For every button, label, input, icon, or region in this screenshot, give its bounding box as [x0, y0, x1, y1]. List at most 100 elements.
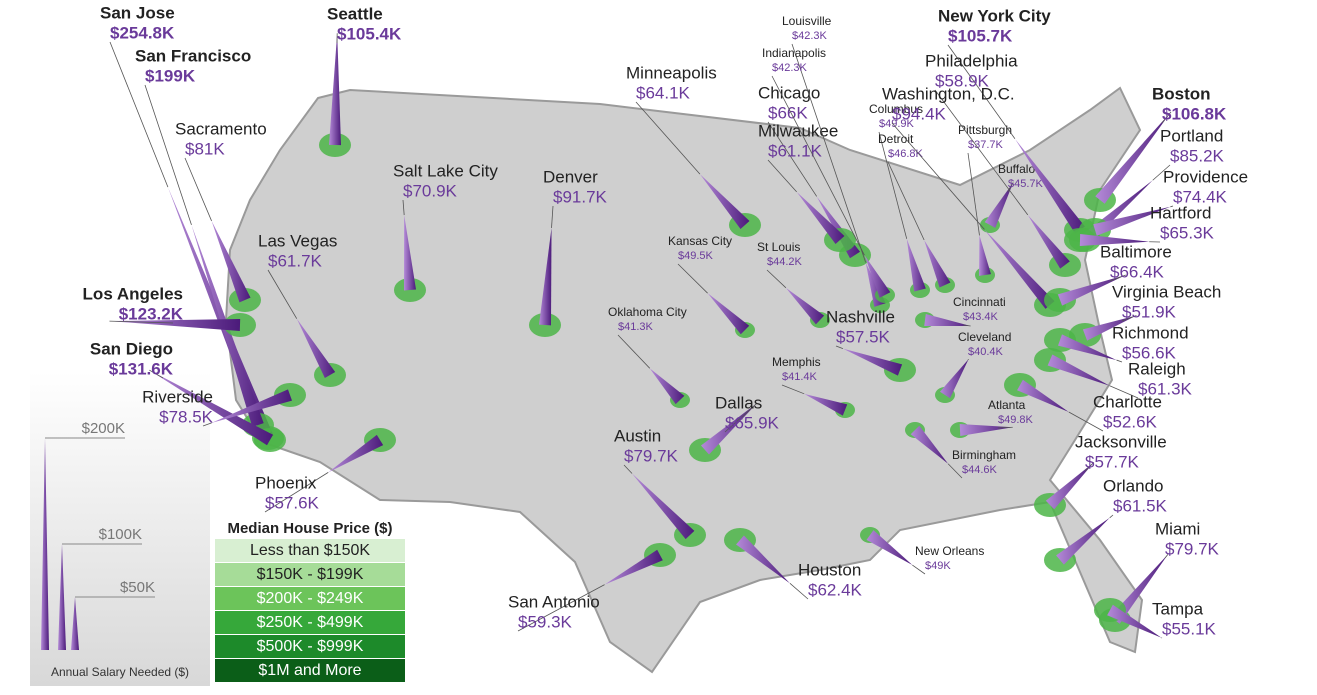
city-name: San Diego — [90, 339, 173, 358]
city-salary: $57.6K — [265, 493, 320, 512]
city-name: Hartford — [1150, 203, 1211, 222]
city-name: Denver — [543, 167, 598, 186]
city-salary: $85.2K — [1170, 146, 1225, 165]
city-name: Cincinnati — [953, 295, 1006, 309]
city-salary: $105.7K — [948, 26, 1013, 45]
salary-scale-title: Annual Salary Needed ($) — [51, 665, 189, 679]
city-name: Portland — [1160, 126, 1223, 145]
city-name: Memphis — [772, 355, 821, 369]
city-salary: $70.9K — [403, 181, 458, 200]
city-salary: $65.9K — [725, 413, 780, 432]
city-name: Cleveland — [958, 330, 1011, 344]
city-name: Washington, D.C. — [882, 84, 1015, 103]
city-name: San Francisco — [135, 46, 251, 65]
city-salary: $44.2K — [767, 256, 803, 268]
city-name: Kansas City — [668, 234, 732, 248]
city-name: Philadelphia — [925, 51, 1018, 70]
salary-spike — [329, 33, 341, 145]
city-name: Jacksonville — [1075, 432, 1167, 451]
city-salary: $57.5K — [836, 327, 891, 346]
city-salary: $81K — [185, 139, 225, 158]
leader-line — [968, 359, 969, 360]
city-name: Minneapolis — [626, 63, 717, 82]
city-salary: $79.7K — [624, 446, 679, 465]
city-salary: $46.8K — [888, 148, 924, 160]
city-salary: $105.4K — [337, 24, 402, 43]
city-salary: $66.4K — [1110, 262, 1165, 281]
scale-tick-label: $100K — [99, 526, 142, 543]
city-salary: $57.7K — [1085, 452, 1140, 471]
city-salary: $64.1K — [636, 83, 691, 102]
city-salary: $43.4K — [963, 311, 999, 323]
leader-line — [185, 158, 212, 221]
city-salary: $49.5K — [678, 250, 714, 262]
city-salary: $45.7K — [1008, 178, 1044, 190]
city-salary: $254.8K — [110, 23, 175, 42]
city-salary: $78.5K — [159, 407, 214, 426]
city-salary: $42.3K — [772, 62, 808, 74]
city-name: Raleigh — [1128, 359, 1186, 378]
city-name: Oklahoma City — [608, 305, 687, 319]
city-salary: $199K — [145, 66, 196, 85]
city-salary: $42.3K — [792, 30, 828, 42]
city-salary: $55.1K — [1162, 619, 1217, 638]
city-salary: $41.3K — [618, 321, 654, 333]
city-salary: $44.6K — [962, 464, 998, 476]
scale-tick-label: $50K — [120, 579, 155, 596]
city-name: New Orleans — [915, 544, 984, 558]
city-name: Seattle — [327, 4, 383, 23]
house-price-legend-title: Median House Price ($) — [227, 520, 392, 537]
legend-label: $200K - $249K — [257, 590, 364, 607]
city-salary: $61.5K — [1113, 496, 1168, 515]
city-name: Boston — [1152, 84, 1211, 103]
city-name: Los Angeles — [83, 284, 183, 303]
legend-label: $150K - $199K — [257, 566, 364, 583]
city-name: San Antonio — [508, 592, 600, 611]
city-name: Indianapolis — [762, 46, 826, 60]
city-salary: $94.4K — [892, 104, 947, 123]
city-name: Tampa — [1152, 599, 1204, 618]
legend-label: $250K - $499K — [257, 614, 364, 631]
city-name: Milwaukee — [758, 121, 838, 140]
legend-label: Less than $150K — [250, 542, 370, 559]
city-salary: $52.6K — [1103, 412, 1158, 431]
city-salary: $123.2K — [119, 304, 184, 323]
city-salary: $59.3K — [518, 612, 573, 631]
city-salary: $131.6K — [109, 359, 174, 378]
city-name: St Louis — [757, 240, 800, 254]
city-name: Sacramento — [175, 119, 267, 138]
city-name: San Jose — [100, 3, 175, 22]
city-name: Houston — [798, 560, 861, 579]
city-salary: $91.7K — [553, 187, 608, 206]
leader-line — [790, 583, 808, 599]
city-salary: $49K — [925, 560, 951, 572]
city-name: Riverside — [142, 387, 213, 406]
legend-label: $500K - $999K — [257, 638, 364, 655]
city-salary: $66K — [768, 103, 808, 122]
city-salary: $51.9K — [1122, 302, 1177, 321]
city-salary: $61.7K — [268, 251, 323, 270]
city-name: Providence — [1163, 167, 1248, 186]
city-name: Salt Lake City — [393, 161, 498, 180]
city-salary: $41.4K — [782, 371, 818, 383]
city-name: Miami — [1155, 519, 1200, 538]
city-salary: $106.8K — [1162, 104, 1227, 123]
city-name: New York City — [938, 6, 1051, 25]
city-salary: $79.7K — [1165, 539, 1220, 558]
city-name: Birmingham — [952, 448, 1016, 462]
city-name: Orlando — [1103, 476, 1163, 495]
city-name: Baltimore — [1100, 242, 1172, 261]
scale-tick-label: $200K — [82, 420, 125, 437]
city-name: Buffalo — [998, 162, 1035, 176]
city-salary: $49.8K — [998, 414, 1034, 426]
legend-label: $1M and More — [258, 662, 361, 679]
city-name: Nashville — [826, 307, 895, 326]
city-name: Austin — [614, 426, 661, 445]
city-name: Charlotte — [1093, 392, 1162, 411]
city-name: Virginia Beach — [1112, 282, 1221, 301]
city-name: Atlanta — [988, 398, 1026, 412]
city-salary: $40.4K — [968, 346, 1004, 358]
city-name: Dallas — [715, 393, 762, 412]
city-name: Richmond — [1112, 323, 1189, 342]
